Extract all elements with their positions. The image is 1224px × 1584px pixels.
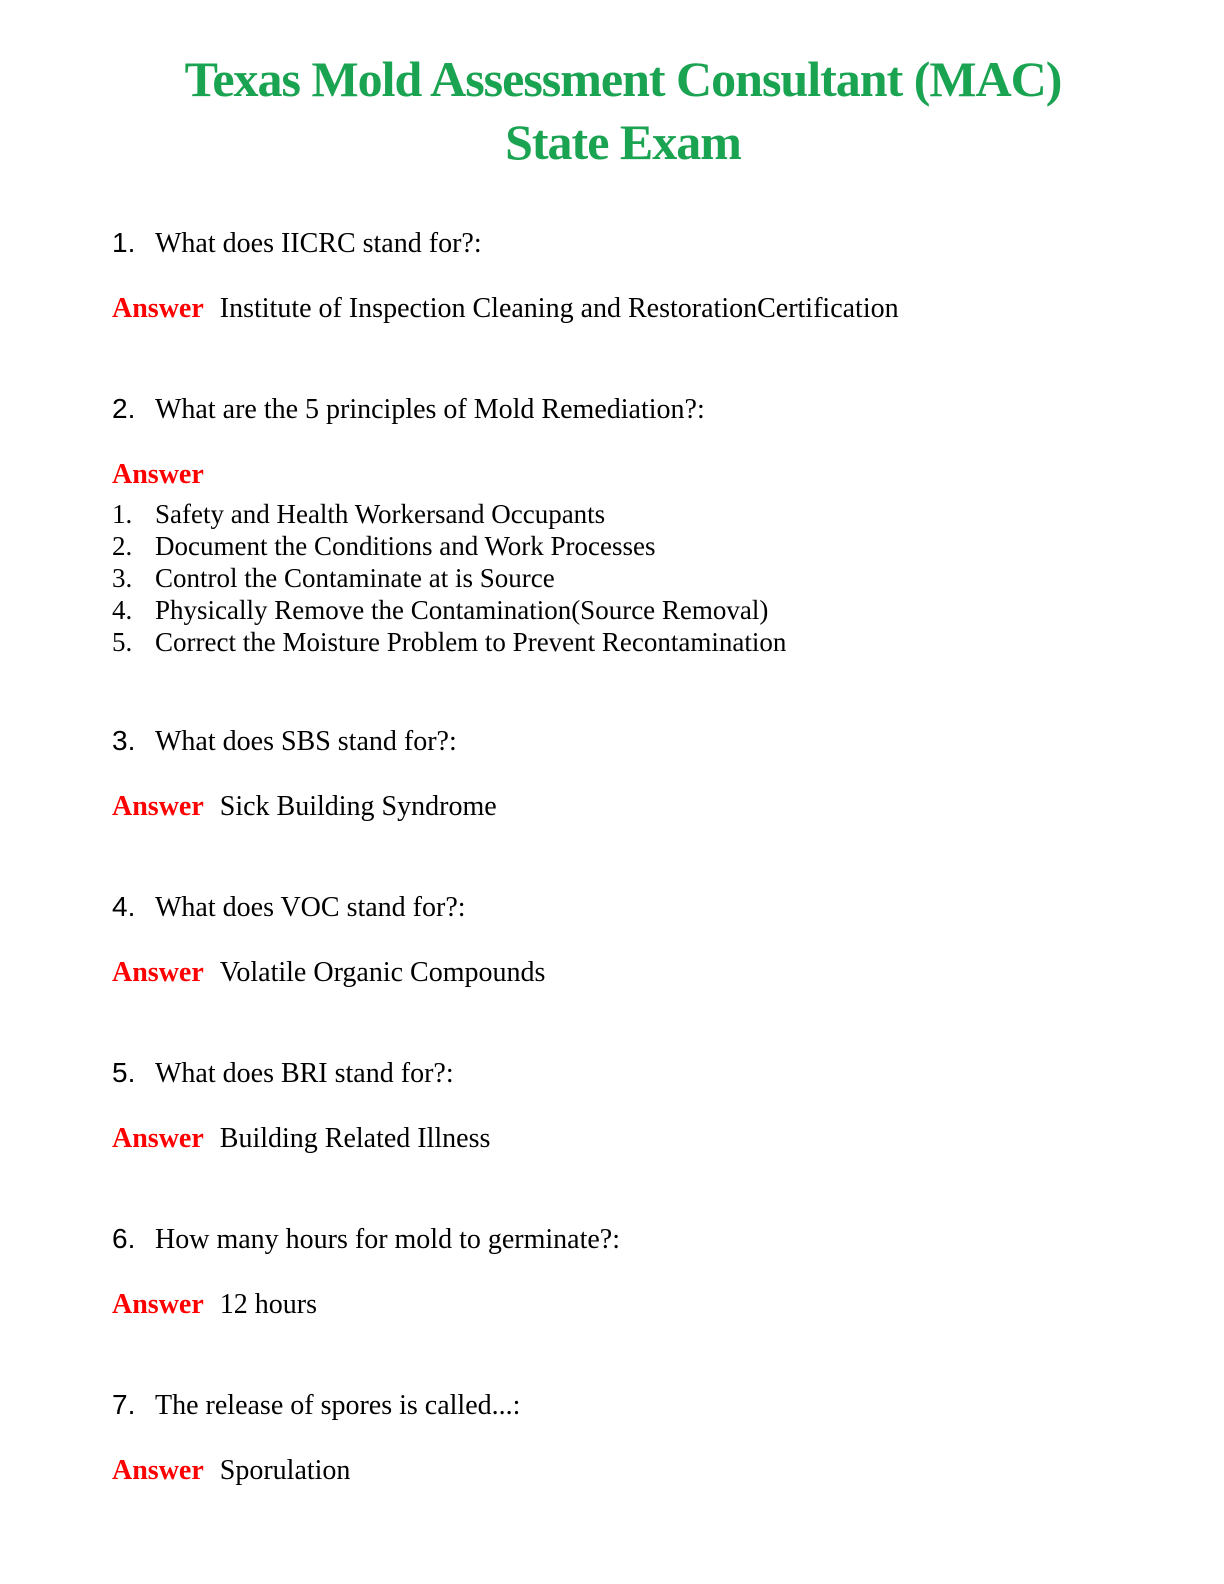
answer-line: Answer Volatile Organic Compounds (112, 956, 1134, 990)
question-number: 1. (112, 227, 136, 258)
question-line: 5. What does BRI stand for?: (112, 1056, 1134, 1091)
answer-label: Answer (112, 791, 204, 822)
question-number: 5. (112, 1057, 136, 1088)
question-text: What does BRI stand for?: (155, 1058, 454, 1089)
answer-label: Answer (112, 459, 204, 490)
answer-list-item-text: Document the Conditions and Work Process… (155, 531, 656, 561)
answer-list-item: 1. Safety and Health Workersand Occupants (112, 498, 1134, 530)
answer-line: Answer Building Related Illness (112, 1122, 1134, 1156)
answer-label: Answer (112, 957, 204, 988)
answer-list-item: 3. Control the Contaminate at is Source (112, 562, 1134, 594)
question-line: 4. What does VOC stand for?: (112, 890, 1134, 925)
question-line: 1. What does IICRC stand for?: (112, 226, 1134, 261)
title-line-2: State Exam (505, 114, 742, 170)
answer-list-item-text: Correct the Moisture Problem to Prevent … (155, 627, 787, 657)
answer-list-item-text: Physically Remove the Contamination(Sour… (155, 595, 769, 625)
question-text: What does SBS stand for?: (155, 726, 457, 757)
question-text: What does IICRC stand for?: (155, 228, 482, 259)
answer-line: Answer Sporulation (112, 1454, 1134, 1488)
answer-list-item: 2. Document the Conditions and Work Proce… (112, 530, 1134, 562)
answer-list-item-text: Safety and Health Workersand Occupants (155, 499, 606, 529)
answer-text: Institute of Inspection Cleaning and Res… (219, 293, 899, 324)
answer-list-item-text: Control the Contaminate at is Source (155, 563, 555, 593)
question-line: 3. What does SBS stand for?: (112, 724, 1134, 759)
answer-label: Answer (112, 293, 204, 324)
answer-line: Answer (112, 458, 1134, 492)
question-text: What does VOC stand for?: (155, 892, 466, 923)
answer-list: 1. Safety and Health Workersand Occupants… (112, 498, 1134, 658)
answer-text: 12 hours (219, 1289, 317, 1320)
answer-text: Sporulation (219, 1455, 351, 1486)
title-line-1: Texas Mold Assessment Consultant (MAC) (184, 51, 1063, 107)
document-title: Texas Mold Assessment Consultant (MAC) S… (112, 48, 1134, 174)
answer-text: Volatile Organic Compounds (219, 957, 546, 988)
question-text: What are the 5 principles of Mold Remedi… (155, 394, 705, 425)
answer-text: Building Related Illness (219, 1123, 491, 1154)
answer-list-item-number: 4. (112, 595, 133, 625)
answer-list-item: 5. Correct the Moisture Problem to Preven… (112, 626, 1134, 658)
question-block: 2. What are the 5 principles of Mold Reme… (112, 392, 1134, 658)
answer-list-item-number: 1. (112, 499, 133, 529)
answer-list-item-number: 2. (112, 531, 133, 561)
question-block: 4. What does VOC stand for?: Answer Volati… (112, 890, 1134, 990)
question-number: 7. (112, 1389, 136, 1420)
answer-list-item-number: 3. (112, 563, 133, 593)
question-number: 6. (112, 1223, 136, 1254)
question-block: 1. What does IICRC stand for?: Answer Inst… (112, 226, 1134, 326)
answer-line: Answer Institute of Inspection Cleaning a… (112, 292, 1134, 326)
answer-line: Answer 12 hours (112, 1288, 1134, 1322)
answer-list-item: 4. Physically Remove the Contamination(So… (112, 594, 1134, 626)
answer-label: Answer (112, 1123, 204, 1154)
answer-label: Answer (112, 1455, 204, 1486)
question-line: 7. The release of spores is called...: (112, 1388, 1134, 1423)
question-block: 7. The release of spores is called...: An… (112, 1388, 1134, 1488)
question-block: 3. What does SBS stand for?: Answer Sick B… (112, 724, 1134, 824)
question-block: 6. How many hours for mold to germinate?:… (112, 1222, 1134, 1322)
questions-container: 1. What does IICRC stand for?: Answer Inst… (112, 226, 1134, 1488)
question-line: 6. How many hours for mold to germinate?: (112, 1222, 1134, 1257)
question-number: 2. (112, 393, 136, 424)
question-line: 2. What are the 5 principles of Mold Reme… (112, 392, 1134, 427)
question-block: 5. What does BRI stand for?: Answer Buildi… (112, 1056, 1134, 1156)
question-number: 3. (112, 725, 136, 756)
question-text: How many hours for mold to germinate?: (155, 1224, 621, 1255)
answer-line: Answer Sick Building Syndrome (112, 790, 1134, 824)
answer-label: Answer (112, 1289, 204, 1320)
answer-text: Sick Building Syndrome (219, 791, 497, 822)
question-number: 4. (112, 891, 136, 922)
question-text: The release of spores is called...: (155, 1390, 521, 1421)
answer-list-item-number: 5. (112, 627, 133, 657)
